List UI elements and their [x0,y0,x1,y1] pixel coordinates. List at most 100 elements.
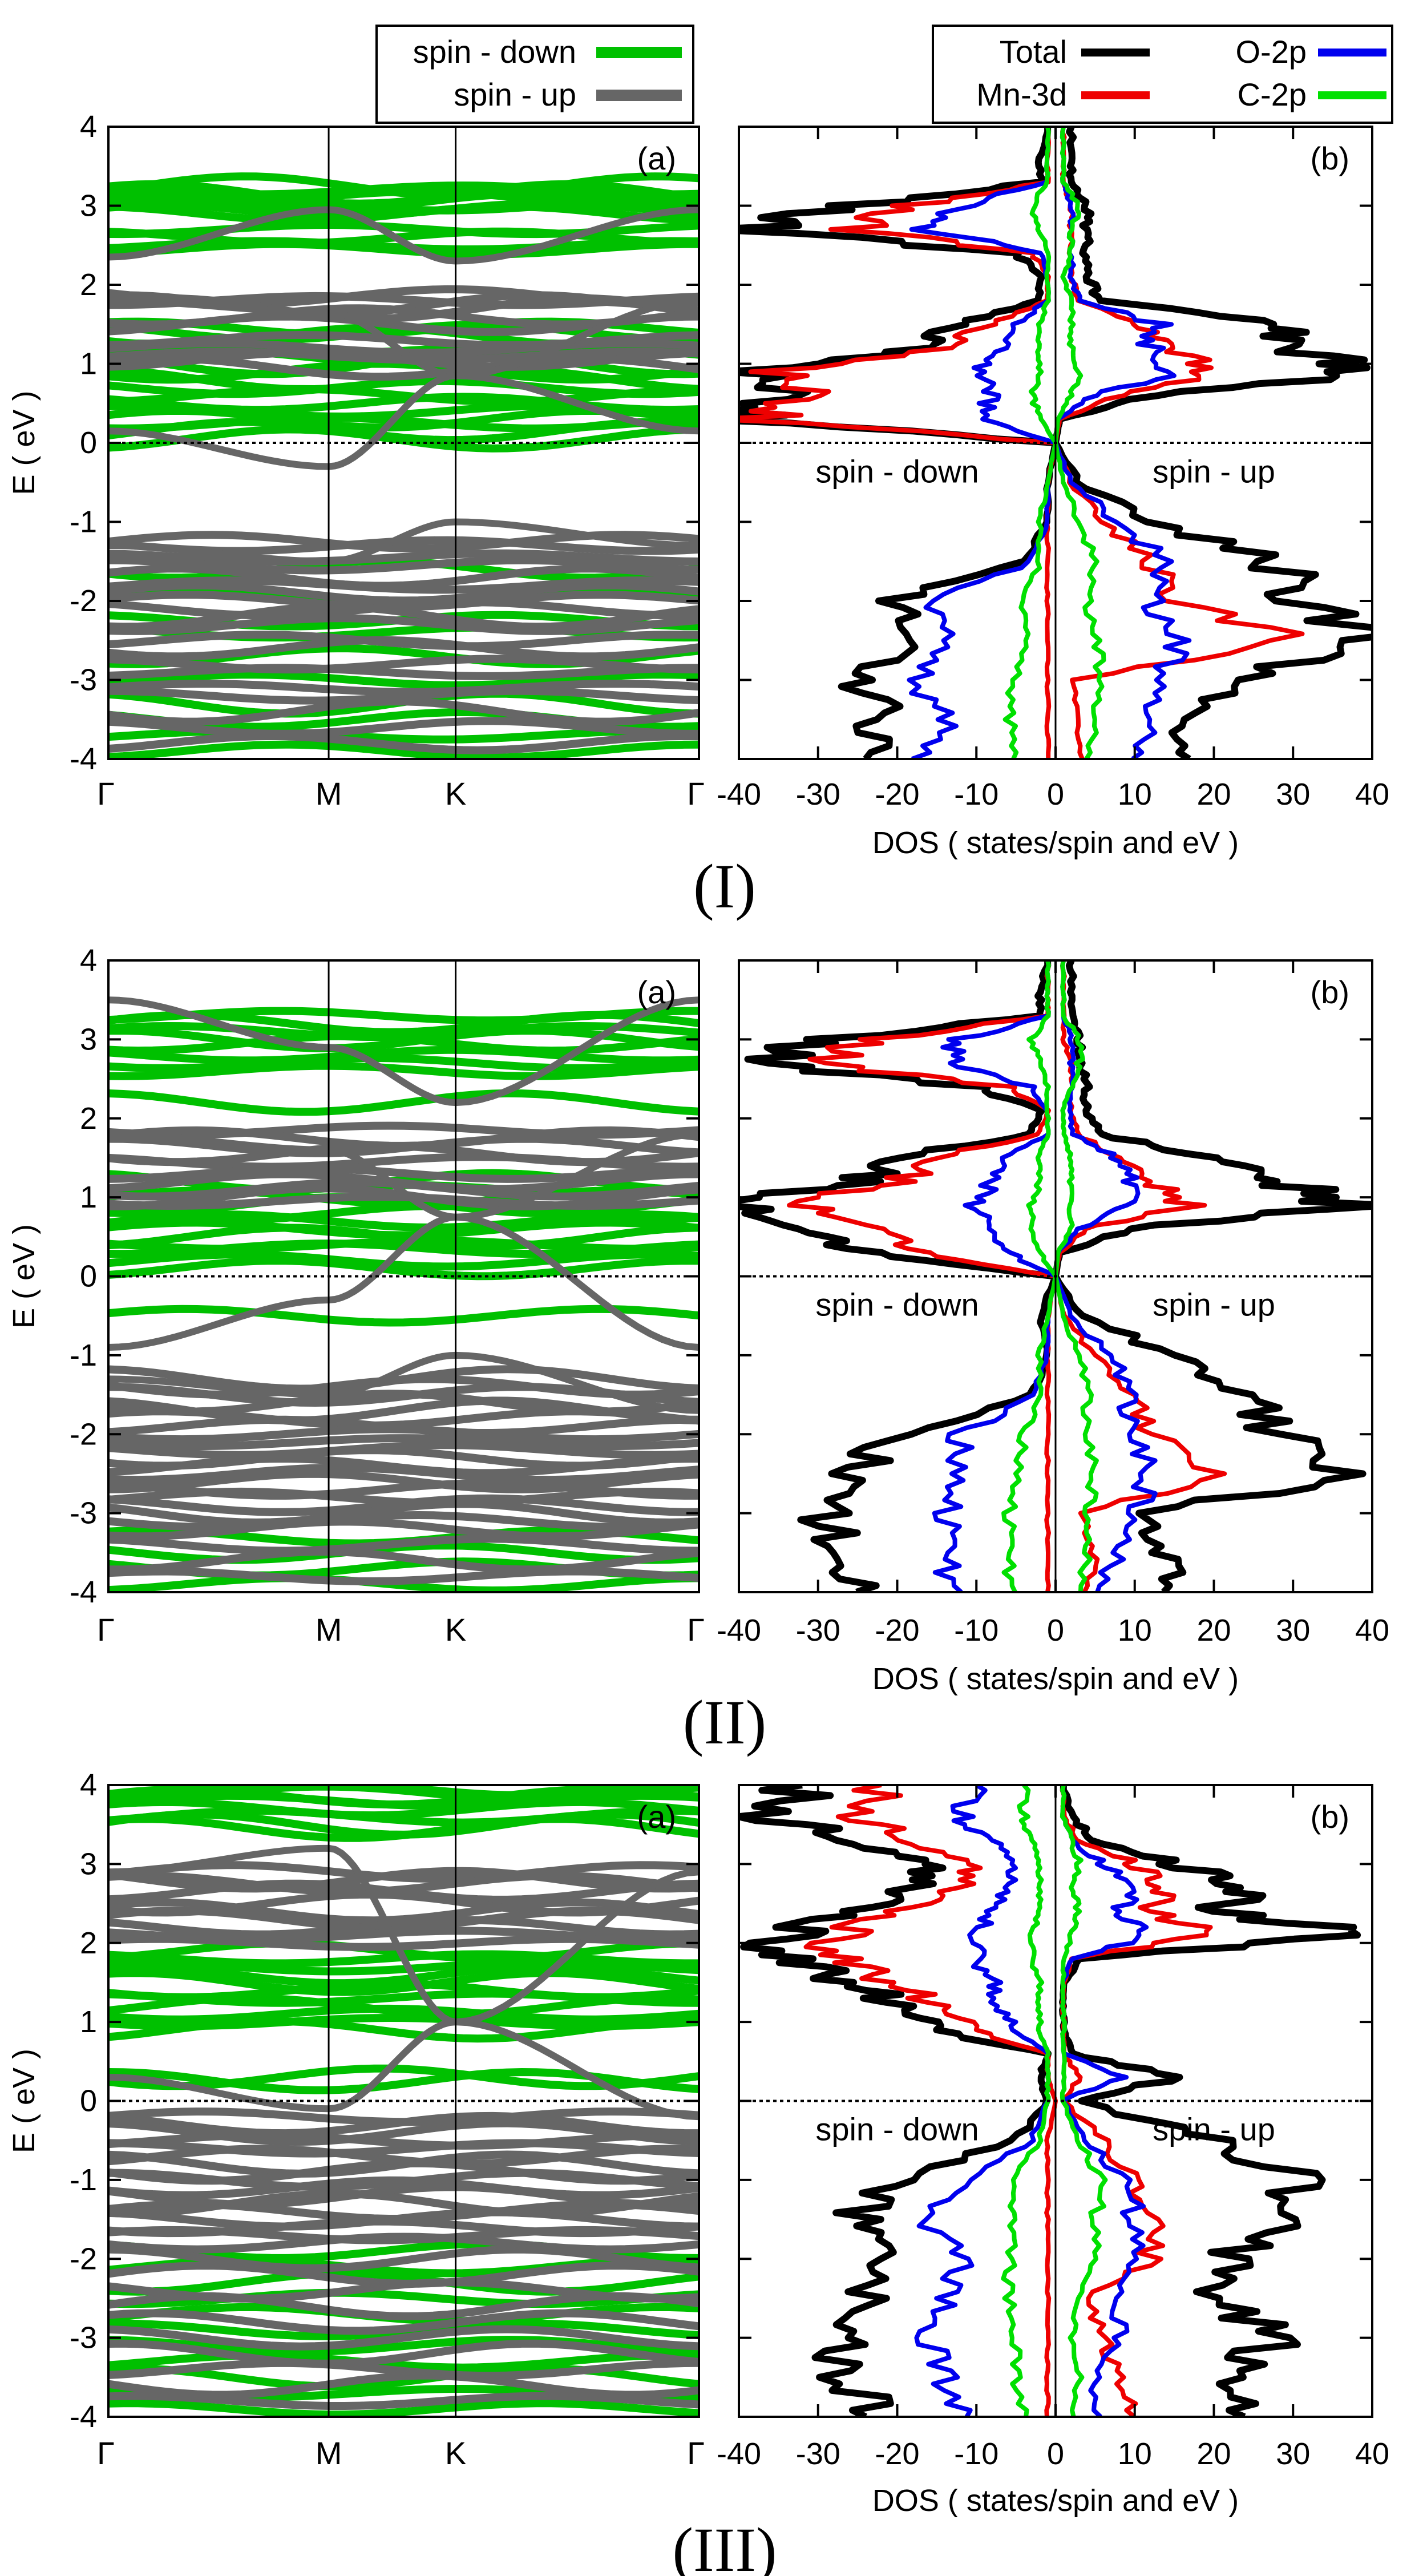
y-tick-label: 3 [80,189,97,223]
legend-dos-label-c2p: C-2p [1238,76,1307,112]
y-tick-label: -3 [70,1496,97,1531]
band-line-spin-down [108,1053,699,1072]
dos-x-axis-label: DOS ( states/spin and eV ) [872,826,1239,860]
band-line-spin-down [108,1969,699,1996]
dos-x-tick-label: -40 [717,1613,761,1648]
band-line-spin-up [108,732,699,754]
band-line-spin-up [108,1500,699,1527]
kpoint-label-1: M [316,1612,342,1648]
band-line-spin-up-dispersive [108,2018,699,2121]
dos-curve-total-spin-up [1052,960,1372,1592]
band-line-spin-up [108,680,699,696]
y-axis-label: E ( eV ) [7,1224,41,1329]
band-line-spin-up-dispersive [108,996,699,1107]
dos-x-tick-label: -30 [796,777,840,811]
spin-down-annotation: spin - down [815,2111,979,2147]
band-line-spin-up-dispersive [108,372,699,470]
band-line-spin-down [108,1962,699,1988]
dos-curves [739,1785,1361,2417]
band-lines [108,996,699,1592]
dos-curve-mn3d-spin-up [1053,960,1227,1592]
band-line-spin-up [108,1434,699,1451]
band-line-spin-up [108,1441,699,1459]
band-line-spin-down [108,181,699,199]
band-line-spin-up [108,1494,699,1516]
band-line-spin-up [108,549,699,566]
band-line-spin-down [108,1305,699,1327]
dos-x-tick-label: 10 [1118,2437,1152,2471]
band-line-spin-up [108,2309,699,2335]
band-structure-I: -4 -3 -2 -1 0 1 2 3 4 E ( eV ) Γ M K Γ (a) [7,110,705,811]
band-line-spin-down [108,1210,699,1232]
band-line-spin-down [108,2269,699,2296]
y-tick-label: -1 [70,1338,97,1372]
legend-dos-label-total: Total [1000,34,1067,70]
band-line-spin-up [108,1178,699,1201]
y-axis-label: E ( eV ) [7,390,41,495]
y-tick-label: 4 [80,943,97,978]
dos-panel-tag: (b) [1311,140,1349,176]
band-line-spin-up [108,2245,699,2272]
dos-x-tick-label: -30 [796,2437,840,2471]
dos-curves [739,960,1372,1592]
band-line-spin-up [108,1567,699,1585]
band-line-spin-up-dispersive [108,518,699,565]
y-tick-label: -3 [70,663,97,697]
band-line-spin-up [108,1425,699,1444]
dos-x-tick-label: 10 [1118,1613,1152,1648]
y-tick-label: 2 [80,268,97,302]
band-line-spin-down [108,2336,699,2356]
kpoint-label-2: K [445,776,466,811]
legend-dos: Total O-2p Mn-3d C-2p [932,25,1393,124]
band-line-spin-down [108,1011,699,1036]
band-line-spin-up [108,1547,699,1574]
band-line-spin-down [108,1089,699,1116]
dos-curve-total-spin-up [1052,127,1372,759]
band-line-spin-down [108,1815,699,1842]
panel-label-III: (III) [672,2515,777,2576]
dos-x-tick-label: 40 [1355,1613,1389,1648]
panel-label-I: (I) [693,851,756,921]
band-line-spin-down [108,1032,699,1055]
kpoint-label-0: Γ [97,1612,115,1648]
band-line-spin-up [108,1511,699,1531]
y-tick-label: -2 [70,1417,97,1451]
spin-up-annotation: spin - up [1153,2111,1275,2147]
dos-x-tick-label: 20 [1196,1613,1231,1648]
band-line-spin-up [108,1517,699,1541]
dos-plot-II: -40 -30 -20 -10 0 10 20 30 40 DOS ( states/spin a… [717,959,1389,1696]
spin-down-annotation: spin - down [815,1287,979,1323]
kpoint-label-3: Γ [687,2435,705,2471]
y-tick-label: 2 [80,1101,97,1136]
band-line-spin-up [108,1916,699,1939]
band-line-spin-up [108,2292,699,2320]
dos-x-tick-label: -20 [875,2437,919,2471]
band-panel-tag: (a) [637,1799,676,1835]
band-line-spin-up [108,655,699,674]
band-line-spin-up [108,598,699,620]
band-line-spin-up [108,603,699,631]
band-line-spin-up [108,697,699,726]
spin-up-annotation: spin - up [1153,453,1275,489]
dos-plot-III: -40 -30 -20 -10 0 10 20 30 40 DOS ( states/spin a… [717,1784,1389,2518]
dos-x-axis-label: DOS ( states/spin and eV ) [872,2484,1239,2518]
legend-dos-label-mn3d: Mn-3d [976,76,1067,112]
dos-x-tick-label: -10 [954,777,998,811]
band-line-spin-up [108,576,699,594]
band-line-spin-down [108,1798,699,1820]
legend-bands: spin - down spin - up [375,25,694,124]
band-panel-tag: (a) [637,140,676,176]
dos-x-tick-label: 10 [1118,777,1152,811]
band-line-spin-up [108,354,699,381]
legend-bands-label-spin-down: spin - down [413,34,576,70]
band-line-spin-up [108,2371,699,2399]
kpoint-label-2: K [445,2435,466,2471]
dos-x-tick-label: 0 [1047,777,1064,811]
band-line-spin-up [108,2111,699,2138]
dos-curve-o2p-spin-down [932,960,1058,1592]
band-line-spin-down [108,2351,699,2372]
dos-panel-tag: (b) [1311,1799,1349,1835]
y-tick-label: 2 [80,1926,97,1960]
y-tick-label: 4 [80,1768,97,1802]
